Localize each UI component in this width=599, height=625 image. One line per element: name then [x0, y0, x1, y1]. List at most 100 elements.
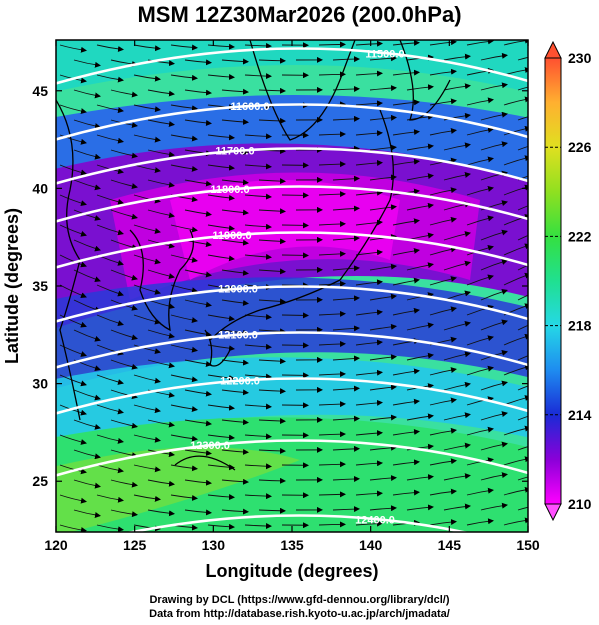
wind-arrow — [221, 179, 249, 186]
wind-arrow — [443, 112, 471, 121]
wind-arrow — [480, 111, 508, 121]
wind-arrow — [258, 507, 286, 514]
wind-arrow — [73, 89, 101, 99]
wind-arrow — [318, 161, 346, 168]
wind-arrow — [332, 355, 360, 362]
wind-arrow — [221, 58, 249, 65]
credits-drawing: Drawing by DCL (https://www.gfd-dennou.o… — [149, 594, 450, 606]
wind-arrow — [466, 274, 494, 286]
wind-arrow — [355, 100, 383, 107]
x-tick-label: 130 — [202, 537, 226, 553]
wind-arrow — [147, 119, 175, 127]
wind-arrow — [429, 519, 457, 526]
wind-arrow — [147, 89, 175, 97]
wind-arrow — [73, 479, 101, 489]
wind-arrow — [480, 82, 508, 91]
wind-arrow — [406, 84, 434, 91]
wind-arrow — [392, 129, 420, 136]
wind-arrow — [221, 389, 249, 396]
wind-arrow — [318, 521, 346, 528]
y-tick-label: 45 — [32, 83, 48, 99]
wind-arrow — [96, 494, 124, 503]
contour-label: 11900.0 — [212, 230, 251, 242]
wind-arrow — [207, 434, 235, 441]
wind-arrow — [96, 434, 124, 444]
wind-arrow — [258, 388, 286, 395]
wind-arrow — [466, 304, 494, 316]
wind-arrow — [110, 419, 138, 429]
wind-arrow — [429, 367, 457, 376]
wind-arrow — [429, 427, 457, 436]
wind-arrow — [59, 194, 87, 207]
wind-arrow — [207, 314, 235, 322]
wind-arrow — [443, 53, 471, 61]
colorbar-tick-label: 218 — [568, 318, 592, 334]
colorbar-lower-arrow — [544, 503, 562, 522]
wind-arrow — [184, 209, 212, 217]
wind-arrow — [184, 89, 212, 96]
wind-arrow — [369, 414, 397, 421]
wind-arrow — [332, 115, 360, 122]
wind-arrow — [221, 269, 249, 276]
wind-arrow — [170, 494, 198, 501]
colorbar-tick-label: 214 — [568, 407, 592, 423]
wind-arrow — [429, 216, 457, 226]
wind-arrow — [429, 246, 457, 256]
wind-arrow — [443, 473, 471, 481]
height-contour-line — [56, 103, 528, 141]
height-contour-line — [56, 185, 528, 223]
wind-arrow — [147, 479, 175, 487]
wind-arrow — [73, 269, 101, 283]
wind-arrow — [517, 415, 528, 421]
contour-label: 12100.0 — [218, 330, 258, 342]
wind-arrow — [355, 490, 383, 497]
wind-arrow — [517, 476, 528, 481]
wind-arrow — [133, 254, 161, 265]
wind-arrow — [73, 149, 101, 160]
wind-arrow — [133, 464, 161, 473]
wind-arrow — [170, 104, 198, 112]
wind-arrow — [244, 373, 272, 380]
wind-arrow — [73, 389, 101, 401]
wind-arrow — [184, 449, 212, 457]
wind-arrow — [207, 494, 235, 501]
wind-arrow — [392, 158, 420, 166]
wind-arrow — [59, 224, 87, 237]
wind-arrow — [392, 277, 420, 286]
wind-arrow — [392, 247, 420, 256]
wind-arrow — [333, 539, 359, 540]
wind-arrow — [244, 163, 272, 170]
wind-arrow — [332, 205, 360, 212]
height-contours: 11500.0 11600.0 11700.0 11800.0 11900.0 12000… — [56, 47, 528, 532]
wind-arrow — [517, 86, 528, 91]
wind-arrow — [466, 40, 494, 46]
wind-arrow — [480, 441, 508, 451]
wind-arrow — [355, 309, 383, 316]
wind-arrow — [332, 175, 360, 182]
wind-arrow — [443, 171, 471, 181]
wind-arrow — [406, 202, 434, 211]
wind-arrow — [207, 344, 235, 352]
y-axis-title: Latitude (degrees) — [2, 208, 22, 364]
x-axis: 120 125 130 135 140 145 150 — [44, 40, 540, 553]
wind-arrow — [443, 320, 471, 331]
x-tick-label: 140 — [359, 537, 383, 553]
wind-arrow — [332, 415, 360, 422]
wind-arrow — [221, 478, 249, 485]
wind-arrow — [207, 254, 235, 262]
wind-arrow — [392, 40, 420, 46]
wind-arrow — [73, 509, 101, 518]
wind-arrow — [59, 254, 87, 268]
wind-arrow — [318, 431, 346, 438]
wind-arrow — [332, 506, 360, 513]
wind-arrow — [110, 509, 138, 518]
wind-arrow — [392, 459, 420, 466]
wind-arrow — [407, 537, 433, 540]
wind-arrow — [443, 260, 471, 271]
wind-arrow — [110, 179, 138, 189]
wind-arrow — [392, 368, 420, 376]
wind-arrow — [147, 329, 175, 339]
wind-arrow — [369, 144, 397, 151]
wind-arrow — [517, 145, 528, 151]
wind-arrow — [184, 269, 212, 278]
